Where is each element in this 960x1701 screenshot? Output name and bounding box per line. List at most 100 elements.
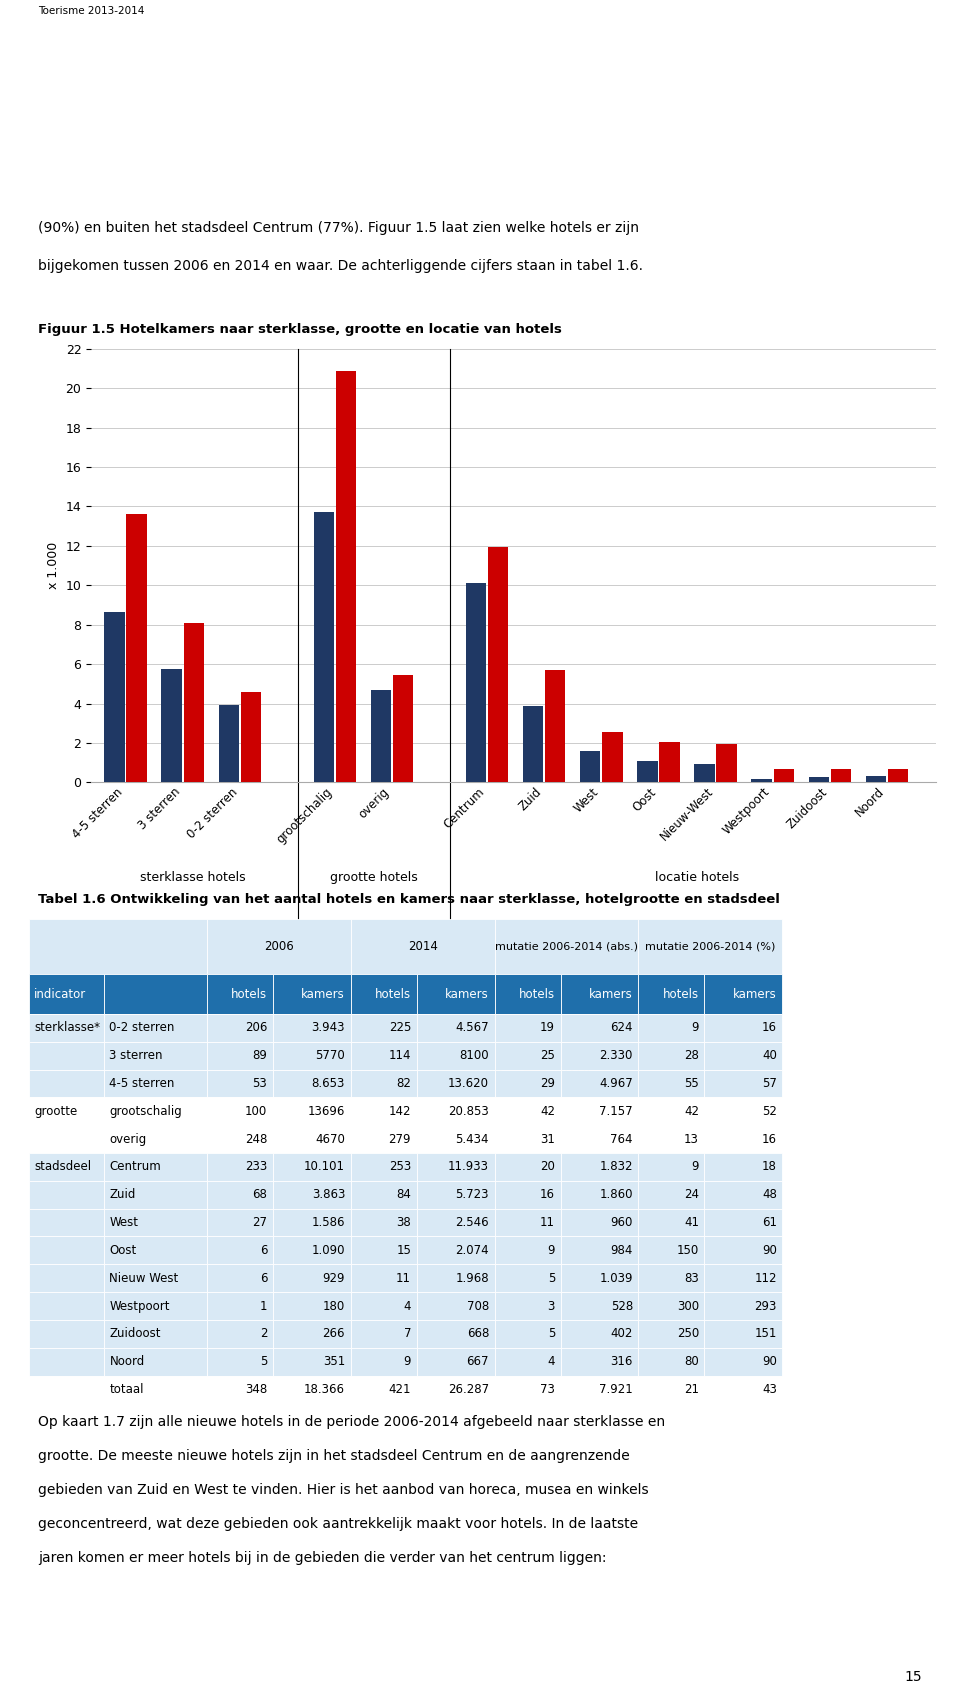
Text: 351: 351 xyxy=(323,1356,345,1368)
Text: mutatie 2006-2014 (%): mutatie 2006-2014 (%) xyxy=(645,941,776,951)
Text: mutatie 2006-2014 (abs.): mutatie 2006-2014 (abs.) xyxy=(495,941,638,951)
Bar xyxy=(494,1126,561,1153)
Bar xyxy=(888,769,908,782)
Bar xyxy=(206,1126,273,1153)
Bar xyxy=(273,1320,350,1347)
Text: kamers: kamers xyxy=(301,988,345,1000)
Bar xyxy=(417,1097,494,1126)
Bar xyxy=(350,1209,417,1237)
Text: 84: 84 xyxy=(396,1189,411,1201)
Text: indicator: indicator xyxy=(35,988,86,1000)
Text: 15: 15 xyxy=(396,1243,411,1257)
Bar xyxy=(104,1041,206,1070)
Bar xyxy=(638,1097,705,1126)
Bar xyxy=(494,1209,561,1237)
Bar xyxy=(545,670,565,782)
Bar xyxy=(638,1153,705,1180)
Text: hotels: hotels xyxy=(662,988,699,1000)
Text: 206: 206 xyxy=(245,1021,267,1034)
Text: 10.101: 10.101 xyxy=(304,1160,345,1174)
Bar xyxy=(705,1293,782,1320)
Text: 624: 624 xyxy=(611,1021,633,1034)
Bar xyxy=(705,1041,782,1070)
Text: 4.567: 4.567 xyxy=(455,1021,489,1034)
Bar xyxy=(104,1237,206,1264)
Bar xyxy=(206,1264,273,1293)
Text: geconcentreerd, wat deze gebieden ook aantrekkelijk maakt voor hotels. In de laa: geconcentreerd, wat deze gebieden ook aa… xyxy=(38,1517,638,1531)
Text: 6: 6 xyxy=(259,1243,267,1257)
Bar xyxy=(580,752,600,782)
Bar xyxy=(29,1293,104,1320)
Bar xyxy=(602,731,623,782)
Text: 28: 28 xyxy=(684,1050,699,1061)
Bar xyxy=(561,1153,638,1180)
Text: 89: 89 xyxy=(252,1050,267,1061)
Bar xyxy=(273,1264,350,1293)
Text: 1: 1 xyxy=(259,1300,267,1313)
Text: 300: 300 xyxy=(677,1300,699,1313)
Bar xyxy=(206,975,273,1014)
Text: 24: 24 xyxy=(684,1189,699,1201)
Text: 82: 82 xyxy=(396,1077,411,1090)
Text: 5.723: 5.723 xyxy=(456,1189,489,1201)
Bar xyxy=(830,769,852,782)
Bar xyxy=(561,1209,638,1237)
Bar xyxy=(494,919,638,975)
Bar xyxy=(705,1153,782,1180)
Text: kamers: kamers xyxy=(589,988,633,1000)
Text: 31: 31 xyxy=(540,1133,555,1146)
Text: 53: 53 xyxy=(252,1077,267,1090)
Text: 4-5 sterren: 4-5 sterren xyxy=(109,1077,175,1090)
Text: 13696: 13696 xyxy=(308,1106,345,1118)
Bar xyxy=(417,1293,494,1320)
Bar xyxy=(561,1014,638,1041)
Bar xyxy=(694,764,715,782)
Bar xyxy=(417,1180,494,1209)
Text: Zuidoost: Zuidoost xyxy=(109,1327,161,1340)
Bar xyxy=(350,975,417,1014)
Text: 2006: 2006 xyxy=(264,941,294,953)
Text: 57: 57 xyxy=(762,1077,777,1090)
Text: (90%) en buiten het stadsdeel Centrum (77%). Figuur 1.5 laat zien welke hotels e: (90%) en buiten het stadsdeel Centrum (7… xyxy=(38,221,639,235)
Text: 984: 984 xyxy=(611,1243,633,1257)
Text: kamers: kamers xyxy=(733,988,777,1000)
Text: Op kaart 1.7 zijn alle nieuwe hotels in de periode 2006-2014 afgebeeld naar ster: Op kaart 1.7 zijn alle nieuwe hotels in … xyxy=(38,1415,665,1429)
Bar xyxy=(494,1347,561,1376)
Text: 16: 16 xyxy=(762,1021,777,1034)
Bar xyxy=(161,668,181,782)
Text: 18.366: 18.366 xyxy=(304,1383,345,1397)
Bar xyxy=(104,1347,206,1376)
Text: 19: 19 xyxy=(540,1021,555,1034)
Bar xyxy=(29,1153,104,1180)
Text: 248: 248 xyxy=(245,1133,267,1146)
Text: 668: 668 xyxy=(467,1327,489,1340)
Text: 8.653: 8.653 xyxy=(312,1077,345,1090)
Bar xyxy=(104,1153,206,1180)
Bar xyxy=(705,1126,782,1153)
Text: 42: 42 xyxy=(684,1106,699,1118)
Bar xyxy=(206,1376,273,1403)
Text: 7: 7 xyxy=(403,1327,411,1340)
Text: 5: 5 xyxy=(547,1272,555,1284)
Bar xyxy=(104,1126,206,1153)
Text: 4.967: 4.967 xyxy=(599,1077,633,1090)
Bar xyxy=(774,769,794,782)
Text: hotels: hotels xyxy=(231,988,267,1000)
Bar xyxy=(273,1126,350,1153)
Text: 225: 225 xyxy=(389,1021,411,1034)
Bar xyxy=(29,975,104,1014)
Text: 40: 40 xyxy=(762,1050,777,1061)
Text: 100: 100 xyxy=(245,1106,267,1118)
Bar xyxy=(273,1293,350,1320)
Text: hotels: hotels xyxy=(519,988,555,1000)
Bar xyxy=(104,1070,206,1097)
Text: 112: 112 xyxy=(755,1272,777,1284)
Text: 180: 180 xyxy=(323,1300,345,1313)
Text: 114: 114 xyxy=(389,1050,411,1061)
Text: 13.620: 13.620 xyxy=(448,1077,489,1090)
Y-axis label: x 1.000: x 1.000 xyxy=(47,543,60,589)
Text: 9: 9 xyxy=(691,1160,699,1174)
Text: 5770: 5770 xyxy=(315,1050,345,1061)
Bar xyxy=(206,1320,273,1347)
Text: 3.943: 3.943 xyxy=(312,1021,345,1034)
